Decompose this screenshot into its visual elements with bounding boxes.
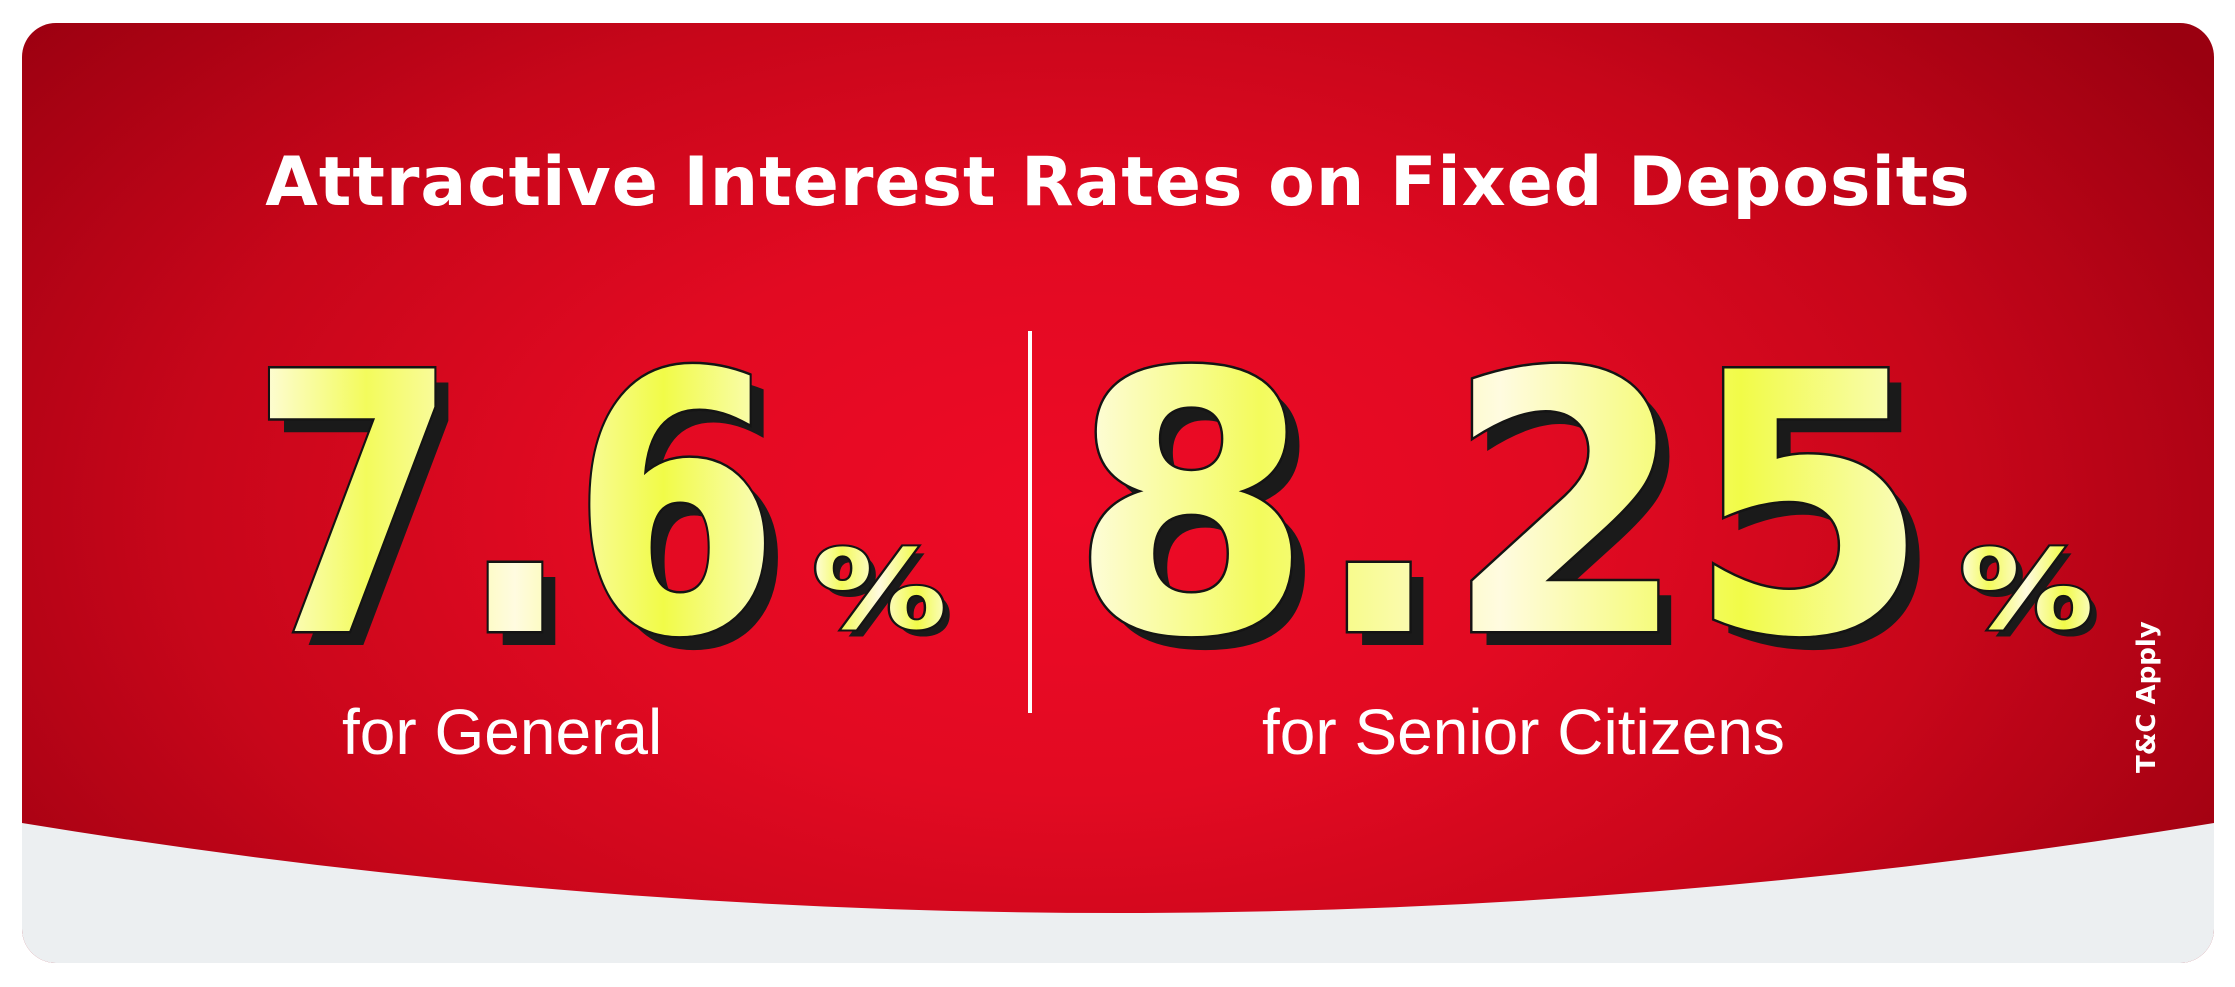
terms-disclaimer: T&C Apply	[2132, 621, 2162, 773]
general-caption: for General	[342, 696, 663, 768]
bottom-wave-band	[22, 823, 2214, 963]
senior-rate-value: 8.25	[1070, 297, 1930, 716]
general-percent-shadow: %	[819, 533, 954, 661]
rate-divider	[1028, 331, 1032, 713]
interest-rate-banner: Attractive Interest Rates on Fixed Depos…	[22, 23, 2214, 963]
senior-rate-shadow: 8.25	[1084, 311, 1944, 730]
senior-caption: for Senior Citizens	[1262, 696, 1785, 768]
banner-headline: Attractive Interest Rates on Fixed Depos…	[265, 143, 1971, 222]
rates-graphic: 7.6 7.6 % % 8.25 8.25 % %	[248, 295, 2102, 731]
general-rate-shadow: 7.6	[264, 311, 794, 730]
senior-percent-sign: %	[1959, 526, 2094, 654]
general-percent-sign: %	[812, 526, 947, 654]
senior-percent-shadow: %	[1966, 533, 2101, 661]
general-rate-value: 7.6	[250, 297, 780, 716]
